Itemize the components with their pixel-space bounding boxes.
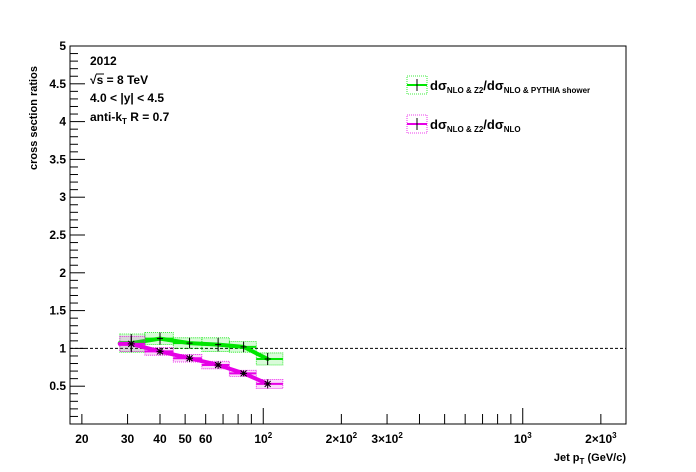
x-axis-label-unit: (GeV/c) xyxy=(584,452,626,464)
legend-entry-green: dσNLO & Z2/dσNLO & PYTHIA shower xyxy=(406,75,590,95)
x-tick-label: 40 xyxy=(153,432,167,446)
algo-pre: anti-k xyxy=(90,110,122,124)
x-axis-label-sub: T xyxy=(580,457,585,466)
annotation-algorithm: anti-kT R = 0.7 xyxy=(90,110,170,126)
marker xyxy=(156,348,164,355)
x-axis-label: Jet pT (GeV/c) xyxy=(554,452,626,466)
x-tick-label: 2×103 xyxy=(585,431,617,446)
x-tick-label: 2×102 xyxy=(326,431,358,446)
legend: dσNLO & Z2/dσNLO & PYTHIA shower dσNLO &… xyxy=(406,75,590,134)
y-axis-label: cross section ratios xyxy=(28,66,40,170)
x-tick-label: 60 xyxy=(199,432,213,446)
y-tick-label: 4 xyxy=(59,115,66,129)
annotation-block: 2012 √s = 8 TeV 4.0 < |y| < 4.5 anti-kT … xyxy=(90,54,170,126)
energy-value: = 8 TeV xyxy=(103,73,148,87)
y-tick-label: 4.5 xyxy=(49,77,66,91)
y-tick-label: 1 xyxy=(59,341,66,355)
axes: 0.5 1 1.5 2 2.5 3 3.5 4 4.5 5 20 30 40 50 60 102 2×102 3×… xyxy=(49,39,617,446)
annotation-energy: √s = 8 TeV xyxy=(90,73,148,87)
x-tick-label: 102 xyxy=(254,431,272,446)
annotation-rapidity: 4.0 < |y| < 4.5 xyxy=(90,91,164,105)
data-point xyxy=(144,347,174,356)
annotation-year: 2012 xyxy=(90,54,117,68)
y-tick-label: 3 xyxy=(59,190,66,204)
legend-entry-magenta: dσNLO & Z2/dσNLO xyxy=(406,114,521,134)
y-tick-label: 5 xyxy=(59,39,66,53)
x-tick-label: 20 xyxy=(75,432,89,446)
x-axis-label-main: Jet p xyxy=(554,452,580,464)
y-tick-label: 2.5 xyxy=(49,228,66,242)
x-tick-label: 30 xyxy=(121,432,135,446)
data-point xyxy=(255,352,284,366)
energy-s: s xyxy=(97,73,104,87)
data-point xyxy=(172,354,203,363)
algo-post: R = 0.7 xyxy=(127,110,170,124)
algo-sub: T xyxy=(122,117,127,126)
marker xyxy=(240,369,248,377)
data-point xyxy=(201,360,230,370)
y-tick-label: 2 xyxy=(59,266,66,280)
legend-label-magenta: dσNLO & Z2/dσNLO xyxy=(430,117,521,134)
legend-label-green: dσNLO & Z2/dσNLO & PYTHIA shower xyxy=(430,78,590,95)
marker xyxy=(127,340,135,348)
data-point xyxy=(228,341,257,353)
marker xyxy=(186,354,194,362)
series-magenta xyxy=(117,335,284,389)
series-layer xyxy=(117,332,284,389)
sqrt-symbol: √ xyxy=(90,73,97,87)
y-tick-label: 1.5 xyxy=(49,304,66,318)
data-point xyxy=(255,378,284,389)
data-point xyxy=(228,369,257,377)
y-tick-label: 3.5 xyxy=(49,152,66,166)
data-point xyxy=(201,337,230,352)
data-point xyxy=(119,335,146,352)
x-tick-label: 103 xyxy=(514,431,532,446)
data-point xyxy=(172,337,203,349)
x-tick-label: 3×102 xyxy=(371,431,403,446)
marker xyxy=(264,380,272,388)
x-tick-label: 50 xyxy=(178,432,192,446)
marker xyxy=(214,361,222,369)
y-tick-label: 0.5 xyxy=(49,379,66,393)
data-point xyxy=(144,332,174,346)
